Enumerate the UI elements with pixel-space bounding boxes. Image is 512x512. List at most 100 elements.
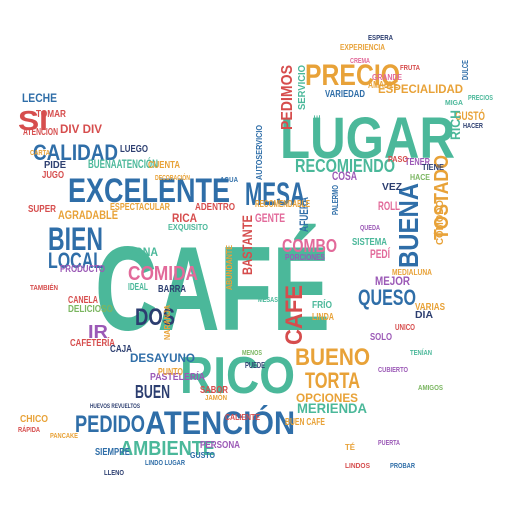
word-buena: BUENA (393, 183, 424, 268)
word-menos: MENOS (242, 350, 262, 357)
word-barra: BARRA (158, 284, 186, 295)
word-rápida: RÁPIDA (18, 425, 40, 434)
word-combo: COMBO (282, 236, 337, 256)
word-mejor: MEJOR (375, 274, 410, 288)
word-amigos: AMIGOS (418, 385, 443, 392)
word-torta: TORTA (305, 368, 360, 393)
word-cosa: COSA (332, 169, 357, 183)
word-precio: PRECIO (305, 59, 400, 92)
word-excelente: EXCELENTE (68, 172, 230, 210)
word-pide: PIDE (44, 160, 66, 171)
word-tomar: TOMAR (36, 109, 67, 120)
word-varias: VARIAS (415, 302, 445, 313)
word-pedimos: PEDIMOS (279, 65, 296, 130)
word-super: SUPER (28, 204, 57, 215)
word-frío: FRÍO (312, 298, 332, 311)
word-autoservicio: AUTOSERVICIO (255, 125, 264, 180)
word-local: LOCAL (48, 248, 103, 273)
word-hacer: HACER (463, 123, 483, 130)
word-lindo-lugar: LINDO LUGAR (145, 460, 185, 467)
word-bien: BIEN (48, 221, 103, 257)
word-caja: CAJA (110, 344, 132, 355)
word-zona: ZONA (128, 245, 158, 259)
word-cuenta: CUENTA (148, 160, 180, 171)
word-mesas: MESAS (258, 297, 278, 304)
word-sistema: SISTEMA (352, 237, 387, 248)
word-queda: QUEDA (360, 225, 380, 232)
word-buen-cafe: BUEN CAFE (285, 417, 325, 428)
word-canela: CANELA (68, 295, 98, 306)
word-div-div: DIV DIV (60, 122, 102, 136)
word-roll: ROLL (378, 199, 400, 213)
word-recomendable: RECOMENDABLE (255, 199, 310, 210)
word-si: SI (18, 105, 48, 136)
word-exquisito: EXQUISITO (168, 223, 208, 232)
word-buenaatención: BUENAATENCIÓN (88, 156, 158, 171)
word-lugar: LUGAR (280, 106, 455, 171)
word-fruta: FRUTA (400, 65, 420, 72)
word-leche: LECHE (22, 91, 57, 105)
word-especialidad: ESPECIALIDAD (378, 82, 463, 96)
word-agua: AGUA (220, 177, 238, 184)
word-jamón: JAMÓN (205, 393, 227, 402)
word-crema: CREMA (350, 58, 370, 65)
word-mesa: MESA (245, 176, 305, 212)
word-servicio: SERVICIO (297, 65, 308, 110)
word-agradable: AGRADABLE (58, 208, 118, 222)
word-luego: LUEGO (120, 144, 148, 155)
word-té: TÉ (345, 443, 356, 452)
word-ir: IR (88, 322, 108, 342)
word-rica: RICA (172, 211, 197, 225)
word-abundante: ABUNDANTE (225, 244, 234, 290)
word-rich: RICH (447, 110, 463, 140)
word-pastelería: PASTELERÍA (150, 370, 205, 383)
word-rico: RICO (180, 347, 295, 405)
word-hace: HACE (410, 173, 431, 182)
word-dulce: DULCE (461, 60, 470, 80)
word-tener: TENER (405, 157, 431, 168)
word-puede: PUEDE (245, 361, 265, 370)
word-cafetería: CAFETERÍA (70, 336, 115, 349)
word-cafe: CAFE (281, 285, 308, 345)
word-espectacular: ESPECTACULAR (110, 202, 171, 213)
word-comida: COMIDA (128, 263, 198, 285)
word-recomiendo: RECOMIENDO (295, 156, 395, 176)
word-lleno: LLENO (104, 470, 124, 477)
word-porciones: PORCIONES (285, 253, 326, 262)
word-puerta: PUERTA (378, 440, 400, 447)
word-delicioso: DELICIOSO (68, 304, 113, 315)
word-buen: BUEN (135, 382, 170, 402)
word-pedí: PEDÍ (370, 246, 390, 261)
word-ideal: IDEAL (128, 282, 148, 293)
word-bueno: BUENO (295, 344, 370, 371)
word-atencion: ATENCION (23, 127, 58, 138)
word-unico: UNICO (395, 323, 415, 332)
word-tenían: TENÍAN (410, 348, 432, 357)
word-probar: PROBAR (390, 463, 415, 470)
word-linda: LINDA (312, 312, 334, 323)
word-acorde: ACORDE (313, 115, 322, 140)
word-dos: DOS (135, 304, 175, 331)
word-paso: PASO (388, 155, 408, 164)
word-producto: PRODUCTO (60, 264, 105, 275)
word-gusto: GUSTO (190, 451, 215, 460)
word-decoración: DECORACIÓN (155, 173, 190, 182)
word-queso: QUESO (358, 285, 416, 310)
word-desayuno: DESAYUNO (130, 351, 195, 365)
word-también: TAMBIÉN (30, 283, 58, 292)
word-pedido: PEDIDO (75, 411, 145, 438)
word-cómodo: CÓMODO (433, 200, 446, 245)
word-merienda: MERIENDA (297, 400, 367, 416)
word-lindos: LINDOS (345, 463, 370, 470)
word-experiencia: EXPERIENCIA (340, 43, 385, 52)
word-variedad: VARIEDAD (325, 89, 365, 100)
word-chico: CHICO (20, 414, 48, 425)
word-caliente: CALIENTE (225, 413, 261, 422)
word-naranja: NARANJA (163, 305, 172, 340)
word-bastante: BASTANTE (239, 215, 255, 275)
word-precios: PRECIOS (468, 95, 493, 102)
word-grande: GRANDE (372, 73, 403, 82)
word-opciones: OPCIONES (296, 391, 358, 405)
word-ambiente: AMBIENTE (120, 438, 215, 460)
